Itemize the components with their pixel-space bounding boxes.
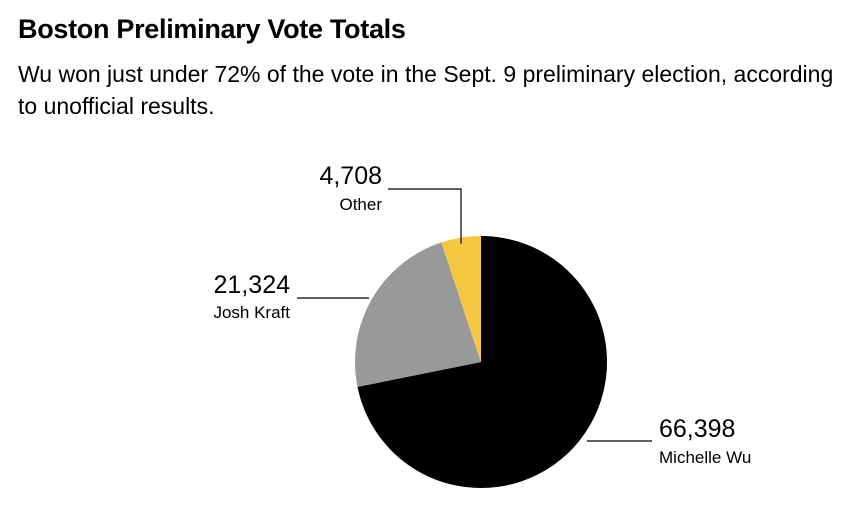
chart-title: Boston Preliminary Vote Totals [18, 14, 406, 44]
slice-label-josh-kraft: Josh Kraft [213, 303, 290, 322]
pie-slice-josh-kraft [354, 242, 481, 387]
slice-label-michelle-wu: Michelle Wu [659, 448, 751, 467]
slice-value-josh-kraft: 21,324 [214, 271, 291, 299]
slice-value-other: 4,708 [319, 162, 382, 190]
chart-subtitle: Wu won just under 72% of the vote in the… [18, 61, 834, 119]
slice-label-other: Other [339, 195, 382, 214]
pie-slice-michelle-wu [357, 236, 607, 489]
slice-value-michelle-wu: 66,398 [659, 415, 735, 443]
leader-line-other [388, 188, 462, 244]
pie-slice-other [441, 236, 481, 362]
